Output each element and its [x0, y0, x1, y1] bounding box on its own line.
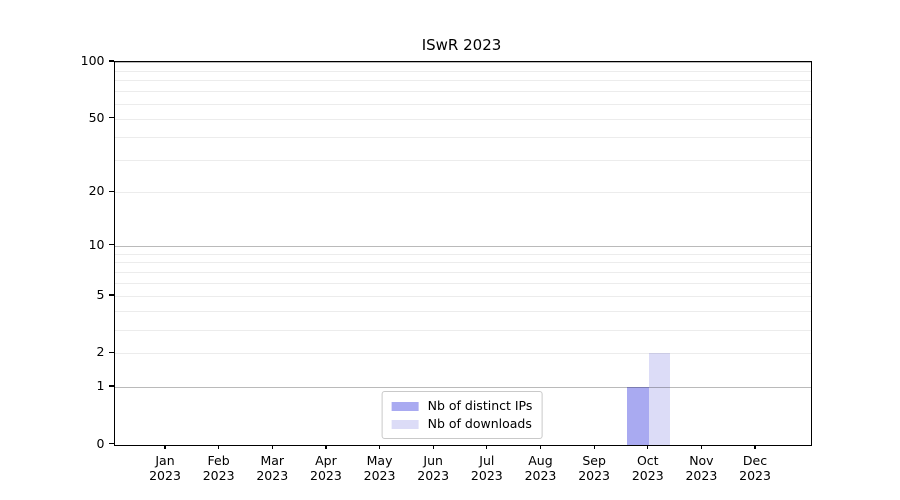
x-tick-label: Aug 2023: [524, 452, 557, 484]
x-tick: [647, 444, 649, 450]
legend-row: Nb of distinct IPs: [391, 397, 533, 415]
y-tick-label: 50: [88, 109, 105, 125]
x-tick: [700, 444, 702, 450]
x-tick: [432, 444, 434, 450]
y-tick: [108, 294, 114, 296]
x-tick: [486, 444, 488, 450]
minor-gridline: [114, 136, 811, 138]
major-gridline: [114, 245, 811, 247]
x-tick: [539, 444, 542, 450]
x-tick: [754, 444, 756, 450]
x-tick: [164, 444, 166, 450]
y-tick-label: 5: [96, 286, 105, 302]
minor-gridline: [114, 272, 811, 274]
plot-area: [113, 61, 812, 446]
minor-gridline: [114, 329, 811, 331]
minor-gridline: [114, 353, 811, 355]
x-tick-label: Sep 2023: [578, 452, 611, 484]
minor-gridline: [114, 80, 811, 82]
x-tick: [378, 444, 381, 450]
y-tick: [108, 442, 114, 445]
y-tick: [108, 351, 114, 354]
x-tick-label: Jul 2023: [470, 452, 503, 484]
major-gridline: [114, 62, 811, 63]
x-tick-label: Nov 2023: [685, 452, 718, 484]
minor-gridline: [114, 118, 811, 120]
bar-downloads: [648, 353, 671, 445]
minor-gridline: [114, 283, 811, 285]
x-tick-label: Feb 2023: [202, 452, 235, 484]
minor-gridline: [114, 91, 811, 93]
chart-title: ISwR 2023: [421, 36, 502, 54]
y-tick-label: 1: [96, 378, 105, 394]
y-tick-label: 0: [96, 435, 105, 451]
x-tick: [218, 444, 220, 450]
legend-swatch-icon: [391, 401, 419, 411]
y-tick: [108, 244, 114, 246]
minor-gridline: [114, 253, 811, 255]
x-tick: [593, 444, 595, 450]
y-tick: [108, 117, 114, 119]
x-tick-label: May 2023: [363, 452, 396, 484]
x-tick-label: Dec 2023: [739, 452, 771, 484]
legend: Nb of distinct IPs Nb of downloads: [381, 391, 543, 439]
x-tick-label: Jan 2023: [149, 452, 181, 484]
x-tick: [271, 444, 273, 450]
x-tick: [325, 444, 327, 450]
y-tick: [108, 60, 114, 62]
minor-gridline: [114, 262, 811, 264]
legend-swatch-icon: [391, 419, 419, 429]
y-tick: [108, 190, 114, 192]
minor-gridline: [114, 311, 811, 313]
major-gridline: [114, 387, 811, 389]
legend-row: Nb of downloads: [391, 415, 533, 433]
minor-gridline: [114, 192, 811, 194]
y-tick-label: 20: [88, 183, 105, 199]
x-tick-label: Mar 2023: [256, 452, 289, 484]
y-tick-label: 10: [88, 236, 105, 252]
y-tick-label: 2: [96, 344, 105, 360]
x-tick-label: Apr 2023: [310, 452, 342, 484]
legend-label: Nb of distinct IPs: [427, 398, 533, 413]
x-tick-label: Oct 2023: [631, 452, 664, 484]
legend-label: Nb of downloads: [427, 416, 532, 431]
minor-gridline: [114, 103, 811, 105]
x-tick-label: Jun 2023: [417, 452, 450, 484]
minor-gridline: [114, 159, 811, 161]
y-tick: [108, 385, 114, 387]
minor-gridline: [114, 70, 811, 72]
minor-gridline: [114, 295, 811, 297]
bar-distinct-ips: [627, 387, 649, 445]
y-tick-label: 100: [80, 53, 105, 68]
